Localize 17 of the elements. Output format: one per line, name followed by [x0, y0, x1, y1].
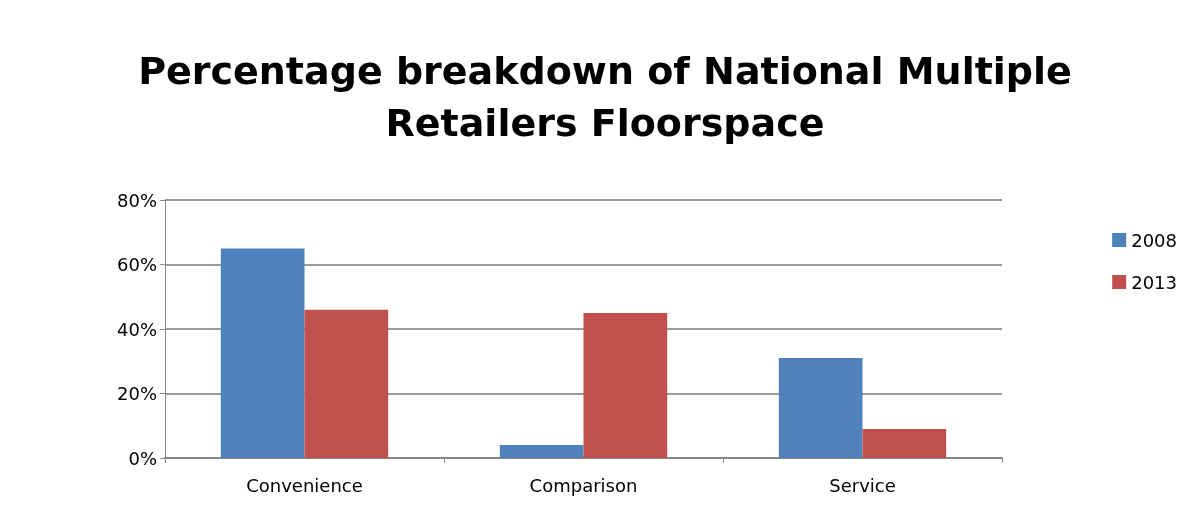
y-tick-label: 0%: [128, 447, 157, 469]
bar: [220, 248, 305, 458]
y-tick-label: 60%: [116, 254, 157, 275]
x-tick-label: Service: [829, 474, 896, 496]
x-tick-label: Convenience: [246, 474, 363, 496]
chart-title: Percentage breakdown of National Multiple Retailers Floorspace: [138, 49, 1072, 145]
y-tick-label: 20%: [116, 383, 157, 404]
bar: [499, 445, 584, 458]
y-tick-label: 80%: [116, 189, 157, 211]
x-tick-label: Comparison: [529, 474, 638, 496]
legend-label: 2008: [1131, 229, 1177, 251]
bar: [304, 309, 389, 458]
y-tick-label: 40%: [116, 318, 157, 340]
bar: [862, 428, 947, 458]
legend-label: 2013: [1131, 271, 1177, 293]
bar: [583, 312, 668, 458]
bar: [778, 358, 863, 458]
